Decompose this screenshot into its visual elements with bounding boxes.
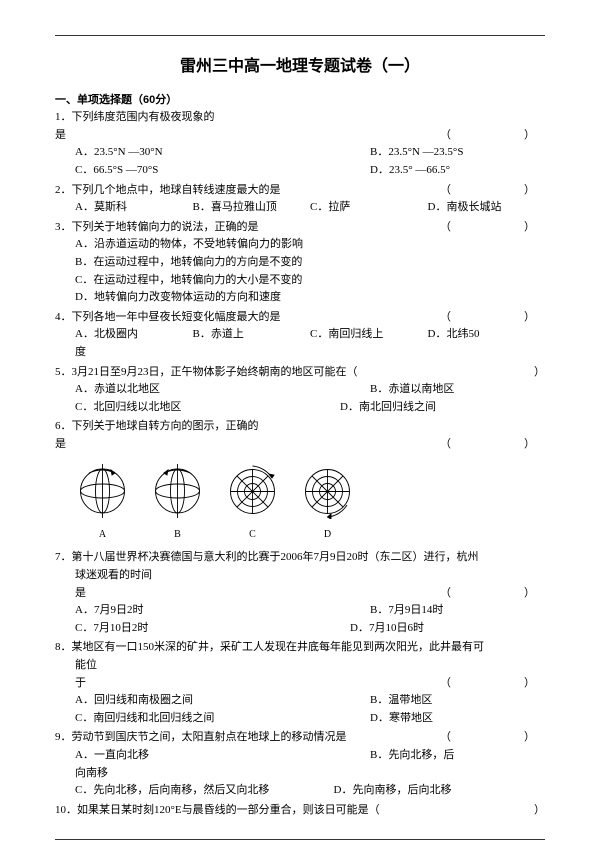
q7-stem-line3: 是 [75, 587, 86, 599]
top-rule [55, 35, 545, 36]
question-3: 3．下列关于地转偏向力的说法，正确的是 （ ） A．沿赤道运动的物体，不受地转偏… [55, 219, 545, 307]
q1-opt-a: A．23.5°N —30°N [75, 144, 310, 162]
q3-opt-a: A．沿赤道运动的物体，不受地转偏向力的影响 [75, 236, 545, 254]
q10-stem: 10．如果某日某时刻120°E与晨昏线的一部分重合，则该日可能是（ [55, 804, 380, 816]
q9-stem: 9．劳动节到国庆节之间，太阳直射点在地球上的移动情况是 [55, 731, 347, 743]
q1-stem-line1: 1．下列纬度范围内有极夜现象的 [55, 109, 545, 127]
q3-stem: 3．下列关于地转偏向力的说法，正确的是 [55, 221, 259, 233]
q8-stem-line1: 8．某地区有一口150米深的矿井，采矿工人发现在井底每年能见到两次阳光，此井最有… [55, 639, 545, 657]
q8-opt-b: B．温带地区 [310, 692, 545, 710]
question-6: 6．下列关于地球自转方向的图示，正确的 是 （ ） [55, 418, 545, 543]
q4-stem: 4．下列各地一年中昼夜长短变化幅度最大的是 [55, 311, 281, 323]
q9-opt-d: D．先向南移，后向北移 [334, 782, 452, 800]
q2-stem: 2．下列几个地点中，地球自转线速度最大的是 [55, 184, 281, 196]
q5-opt-b: B．赤道以南地区 [310, 381, 545, 399]
q7-opt-d: D．7月10日6时 [310, 620, 545, 638]
answer-bracket: （ ） [440, 127, 545, 145]
q7-opt-c: C．7月10日2时 [75, 620, 310, 638]
q1-stem-line2: 是 [55, 129, 66, 141]
diagram-label-b: B [150, 527, 205, 543]
question-2: 2．下列几个地点中，地球自转线速度最大的是 （ ） A．莫斯科 B．喜马拉雅山顶… [55, 182, 545, 217]
q2-opt-a: A．莫斯科 [75, 199, 193, 217]
q5-stem: 5．3月21日至9月23日，正午物体影子始终朝南的地区可能在（ [55, 366, 358, 378]
q8-opt-c: C．南回归线和北回归线之间 [75, 710, 310, 728]
q3-opt-c: C．在运动过程中，地转偏向力的大小是不变的 [75, 272, 545, 290]
diagram-labels: A B C D [55, 527, 545, 543]
q8-stem-line2: 能位 [55, 657, 545, 675]
q4-opt-a: A．北极圈内 [75, 326, 193, 344]
answer-bracket: （ ） [440, 182, 545, 200]
question-9: 9．劳动节到国庆节之间，太阳直射点在地球上的移动情况是 （ ） A．一直向北移 … [55, 729, 545, 799]
q1-opt-b: B．23.5°N —23.5°S [310, 144, 545, 162]
question-4: 4．下列各地一年中昼夜长短变化幅度最大的是 （ ） A．北极圈内 B．赤道上 C… [55, 309, 545, 362]
q4-opt-b: B．赤道上 [193, 326, 311, 344]
question-1: 1．下列纬度范围内有极夜现象的 是 （ ） A．23.5°N —30°N B．2… [55, 109, 545, 179]
q9-opt-a: A．一直向北移 [75, 747, 310, 765]
q8-stem-line3: 于 [75, 677, 86, 689]
q5-opt-d: D．南北回归线之间 [310, 399, 545, 417]
answer-bracket: （ ） [440, 309, 545, 327]
q9-opt-b: B．先向北移，后 [310, 747, 545, 765]
q4-opt-c: C．南回归线上 [310, 326, 428, 344]
q2-opt-d: D．南极长城站 [428, 199, 546, 217]
diagram-label-a: A [75, 527, 130, 543]
q3-opt-b: B．在运动过程中，地转偏向力的方向是不变的 [75, 254, 545, 272]
diagram-label-d: D [300, 527, 355, 543]
section-heading: 一、单项选择题（60分） [55, 92, 545, 110]
q5-opt-a: A．赤道以北地区 [75, 381, 310, 399]
answer-bracket: ） [501, 364, 545, 382]
q9-opt-c: C．先向北移，后向南移，然后又向北移 [75, 782, 334, 800]
diagram-label-c: C [225, 527, 280, 543]
question-8: 8．某地区有一口150米深的矿井，采矿工人发现在井底每年能见到两次阳光，此井最有… [55, 639, 545, 727]
q8-opt-d: D．寒带地区 [310, 710, 545, 728]
exam-title: 雷州三中高一地理专题试卷（一） [55, 54, 545, 80]
answer-bracket: （ ） [440, 729, 545, 747]
answer-bracket: （ ） [440, 219, 545, 237]
answer-bracket: ） [501, 802, 545, 820]
q8-opt-a: A．回归线和南极圈之间 [75, 692, 310, 710]
question-7: 7．第十八届世界杯决赛德国与意大利的比赛于2006年7月9日20时（东二区）进行… [55, 549, 545, 637]
q2-opt-b: B．喜马拉雅山顶 [193, 199, 311, 217]
answer-bracket: （ ） [440, 585, 545, 603]
bottom-rule [55, 839, 545, 840]
q2-opt-c: C．拉萨 [310, 199, 428, 217]
diagram-b [150, 461, 205, 521]
q6-stem-line1: 6．下列关于地球自转方向的图示，正确的 [55, 418, 545, 436]
q7-stem-line1: 7．第十八届世界杯决赛德国与意大利的比赛于2006年7月9日20时（东二区）进行… [55, 549, 545, 567]
q5-opt-c: C．北回归线以北地区 [75, 399, 310, 417]
diagram-c [225, 464, 280, 519]
q6-stem-line2: 是 [55, 438, 66, 450]
q1-opt-d: D．23.5° —66.5° [310, 162, 545, 180]
question-10: 10．如果某日某时刻120°E与晨昏线的一部分重合，则该日可能是（ ） [55, 802, 545, 820]
rotation-diagrams [55, 453, 545, 527]
q7-opt-a: A．7月9日2时 [75, 602, 310, 620]
question-5: 5．3月21日至9月23日，正午物体影子始终朝南的地区可能在（ ） A．赤道以北… [55, 364, 545, 417]
q4-opt-d: D．北纬50 [428, 326, 546, 344]
diagram-d [300, 464, 355, 519]
q7-stem-line2: 球迷观看的时间 [55, 567, 545, 585]
q1-opt-c: C．66.5°S —70°S [75, 162, 310, 180]
q9-opt-b-cont: 向南移 [55, 765, 545, 783]
q3-opt-d: D．地转偏向力改变物体运动的方向和速度 [75, 289, 545, 307]
answer-bracket: （ ） [440, 675, 545, 693]
diagram-a [75, 461, 130, 521]
q4-opt-d-cont: 度 [55, 344, 545, 362]
answer-bracket: （ ） [440, 436, 545, 454]
q7-opt-b: B．7月9日14时 [310, 602, 545, 620]
